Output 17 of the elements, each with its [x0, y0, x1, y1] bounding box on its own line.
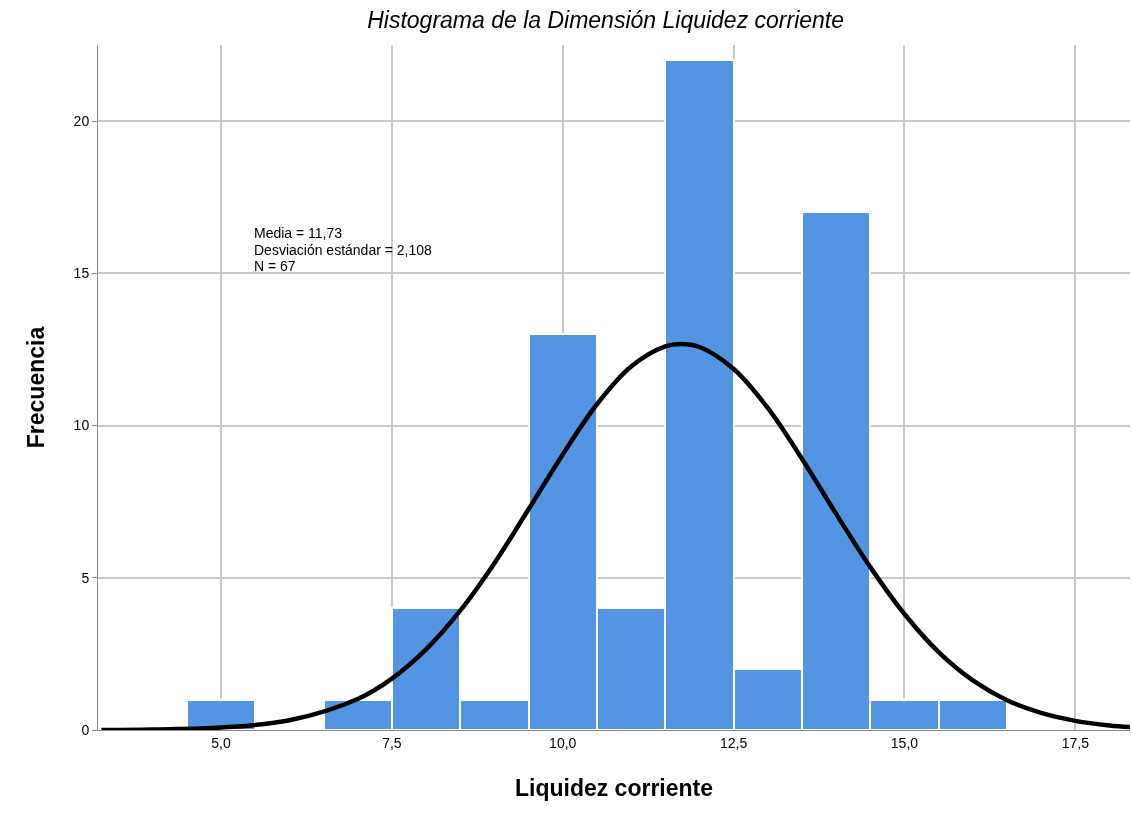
annotation: N = 67 [254, 258, 296, 274]
y-tick-label: 0 [81, 721, 90, 738]
y-tick-label: 15 [73, 265, 90, 282]
annotation: Media = 11,73 [254, 225, 343, 241]
chart-title: Histograma de la Dimensión Liquidez corriente [367, 7, 845, 34]
y-tick-label: 20 [73, 113, 90, 130]
x-tick-label: 7,5 [382, 734, 402, 751]
annotation: Desviación estándar = 2,108 [254, 242, 433, 258]
x-tick-label: 10,0 [549, 734, 577, 751]
x-tick-label: 5,0 [211, 734, 231, 751]
x-axis-title: Liquidez corriente [514, 775, 714, 802]
y-tick-label: 10 [73, 417, 90, 434]
x-tick-label: 17,5 [1061, 734, 1090, 751]
x-tick-label: 15,0 [890, 734, 919, 751]
x-tick-label: 12,5 [719, 734, 748, 751]
y-tick-label: 5 [81, 569, 90, 586]
y-axis-title: Frecuencia [23, 326, 50, 449]
